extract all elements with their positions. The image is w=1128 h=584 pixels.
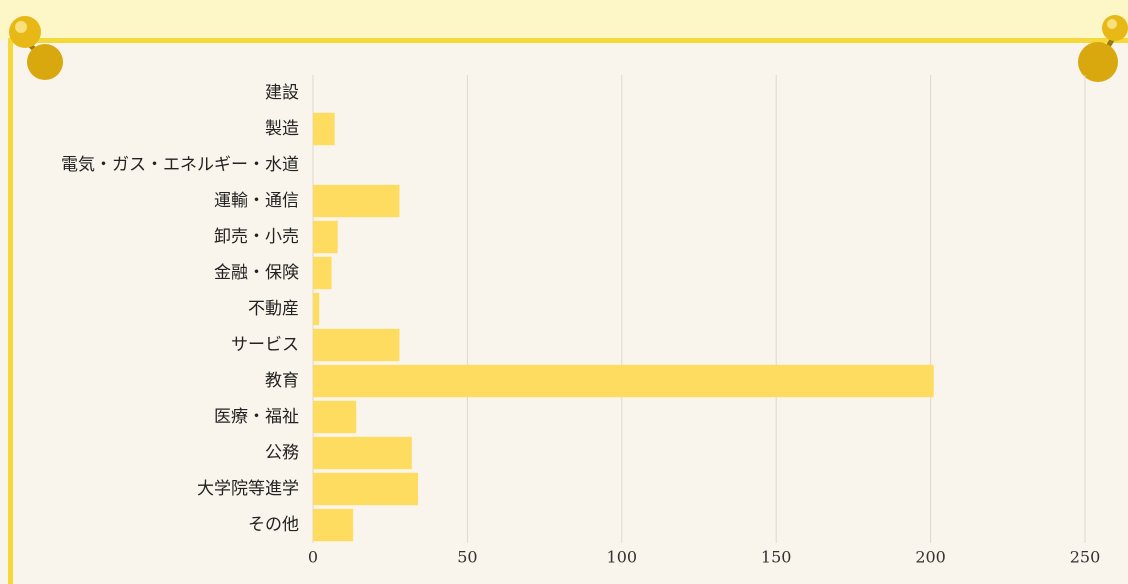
- frame-top: [8, 38, 1128, 43]
- bar: [313, 436, 412, 470]
- x-tick-label: 250: [1070, 548, 1101, 567]
- y-tick-label: サービス: [231, 335, 299, 355]
- x-tick-label: 100: [607, 548, 638, 567]
- frame-left: [8, 38, 13, 584]
- y-tick-label: 金融・保険: [214, 263, 299, 283]
- y-tick-label: その他: [248, 515, 299, 535]
- plot: 0 50 100 150 200 250 建設製造電気・ガス・エネルギー・水道運輸・通信卸売…: [61, 75, 1100, 567]
- x-tick-label: 50: [457, 548, 477, 567]
- bar: [313, 508, 354, 542]
- bar: [313, 220, 338, 254]
- x-tick-label: 200: [915, 548, 946, 567]
- bar: [313, 328, 400, 362]
- x-tick-label: 150: [761, 548, 792, 567]
- pin-left: [9, 16, 63, 80]
- y-tick-label: 建設: [265, 83, 299, 103]
- bar: [313, 472, 418, 506]
- bar: [313, 112, 335, 146]
- y-tick-label: 運輸・通信: [214, 191, 299, 211]
- bar: [313, 364, 934, 398]
- pin-right: [1078, 15, 1128, 82]
- y-tick-label: 卸売・小売: [214, 227, 299, 247]
- x-tick-label: 0: [308, 548, 318, 567]
- y-tick-label: 医療・福祉: [214, 407, 299, 427]
- y-tick-label: 不動産: [248, 299, 299, 319]
- bar: [313, 184, 400, 218]
- y-tick-label: 大学院等進学: [197, 479, 299, 499]
- y-tick-label: 教育: [265, 371, 299, 391]
- y-tick-label: 電気・ガス・エネルギー・水道: [61, 155, 299, 175]
- bar: [313, 400, 357, 434]
- top-band: [0, 0, 1128, 40]
- y-tick-label: 製造: [265, 119, 299, 139]
- bar: [313, 256, 332, 290]
- bar: [313, 292, 320, 326]
- y-tick-label: 公務: [265, 443, 299, 463]
